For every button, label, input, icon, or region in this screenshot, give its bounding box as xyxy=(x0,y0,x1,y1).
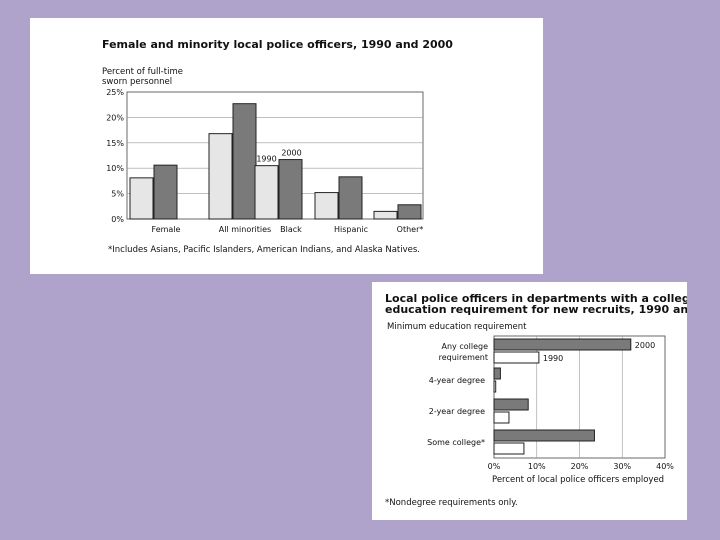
chart1-y-tick-label: 25% xyxy=(106,88,124,97)
chart1-series-label-1990: 1990 xyxy=(256,155,276,164)
chart2-x-tick-label: 40% xyxy=(656,462,674,471)
chart2-bar-2000 xyxy=(493,429,595,442)
chart1-bar-2000 xyxy=(278,159,303,220)
chart1-y-tick-label: 0% xyxy=(111,215,124,224)
chart2-series-label-2000: 2000 xyxy=(635,341,655,350)
college-requirement-chart-panel: Local police officers in departments wit… xyxy=(372,282,687,520)
chart2-bar-1990 xyxy=(493,411,510,424)
chart2-bar-1990 xyxy=(493,442,525,455)
chart2-bar-1990 xyxy=(493,380,497,393)
female-minority-chart-panel: Female and minority local police officer… xyxy=(30,18,543,274)
chart1-category-label: All minorities xyxy=(219,225,271,234)
chart1-category-label: Other* xyxy=(397,225,424,234)
chart2-category-label: requirement xyxy=(439,353,488,362)
chart1-bar-2000 xyxy=(338,176,363,220)
chart1-bar-2000 xyxy=(397,204,422,220)
chart1-series-label-2000: 2000 xyxy=(281,149,301,158)
chart1-y-tick-label: 15% xyxy=(106,139,124,148)
chart1-ylabel-line2: sworn personnel xyxy=(102,77,172,87)
female-minority-chart: Female and minority local police officer… xyxy=(102,38,453,255)
chart2-title-line1: Local police officers in departments wit… xyxy=(385,292,687,305)
chart2-category-axis-title: Minimum education requirement xyxy=(387,322,527,332)
chart2-footnote: *Nondegree requirements only. xyxy=(385,498,518,508)
chart1-bar-2000 xyxy=(153,164,178,220)
chart2-series-label-1990: 1990 xyxy=(543,354,563,363)
chart2-category-label: 4-year degree xyxy=(429,376,485,385)
chart1-bar-2000 xyxy=(232,103,257,220)
chart2-x-tick-label: 10% xyxy=(528,462,546,471)
chart1-bar-1990 xyxy=(208,133,233,220)
chart1-y-tick-label: 5% xyxy=(111,190,124,199)
chart1-bar-1990 xyxy=(254,165,279,220)
chart2-bar-2000 xyxy=(493,338,632,351)
chart2-bar-2000 xyxy=(493,367,501,380)
chart1-bar-1990 xyxy=(373,210,398,220)
chart2-bar-2000 xyxy=(493,398,529,411)
chart2-category-label: Some college* xyxy=(427,438,485,447)
college-requirement-chart: Local police officers in departments wit… xyxy=(385,292,687,508)
chart1-title: Female and minority local police officer… xyxy=(102,38,453,51)
chart1-category-label: Hispanic xyxy=(334,225,368,234)
chart1-bar-1990 xyxy=(129,177,154,220)
chart2-x-tick-label: 30% xyxy=(613,462,631,471)
chart1-footnote: *Includes Asians, Pacific Islanders, Ame… xyxy=(108,245,420,255)
chart2-xlabel: Percent of local police officers employe… xyxy=(492,475,664,485)
chart1-bar-1990 xyxy=(314,192,339,220)
chart1-category-label: Black xyxy=(280,225,302,234)
chart1-y-tick-label: 10% xyxy=(106,164,124,173)
chart2-title-line2: education requirement for new recruits, … xyxy=(385,303,687,316)
chart1-y-tick-label: 20% xyxy=(106,113,124,122)
chart2-category-label: Any college xyxy=(442,342,489,351)
chart2-x-tick-label: 0% xyxy=(488,462,501,471)
chart2-category-label: 2-year degree xyxy=(429,407,485,416)
chart1-category-label: Female xyxy=(152,225,181,234)
chart2-x-tick-label: 20% xyxy=(571,462,589,471)
chart1-ylabel-line1: Percent of full-time xyxy=(102,67,183,77)
chart2-bar-1990 xyxy=(493,351,540,364)
